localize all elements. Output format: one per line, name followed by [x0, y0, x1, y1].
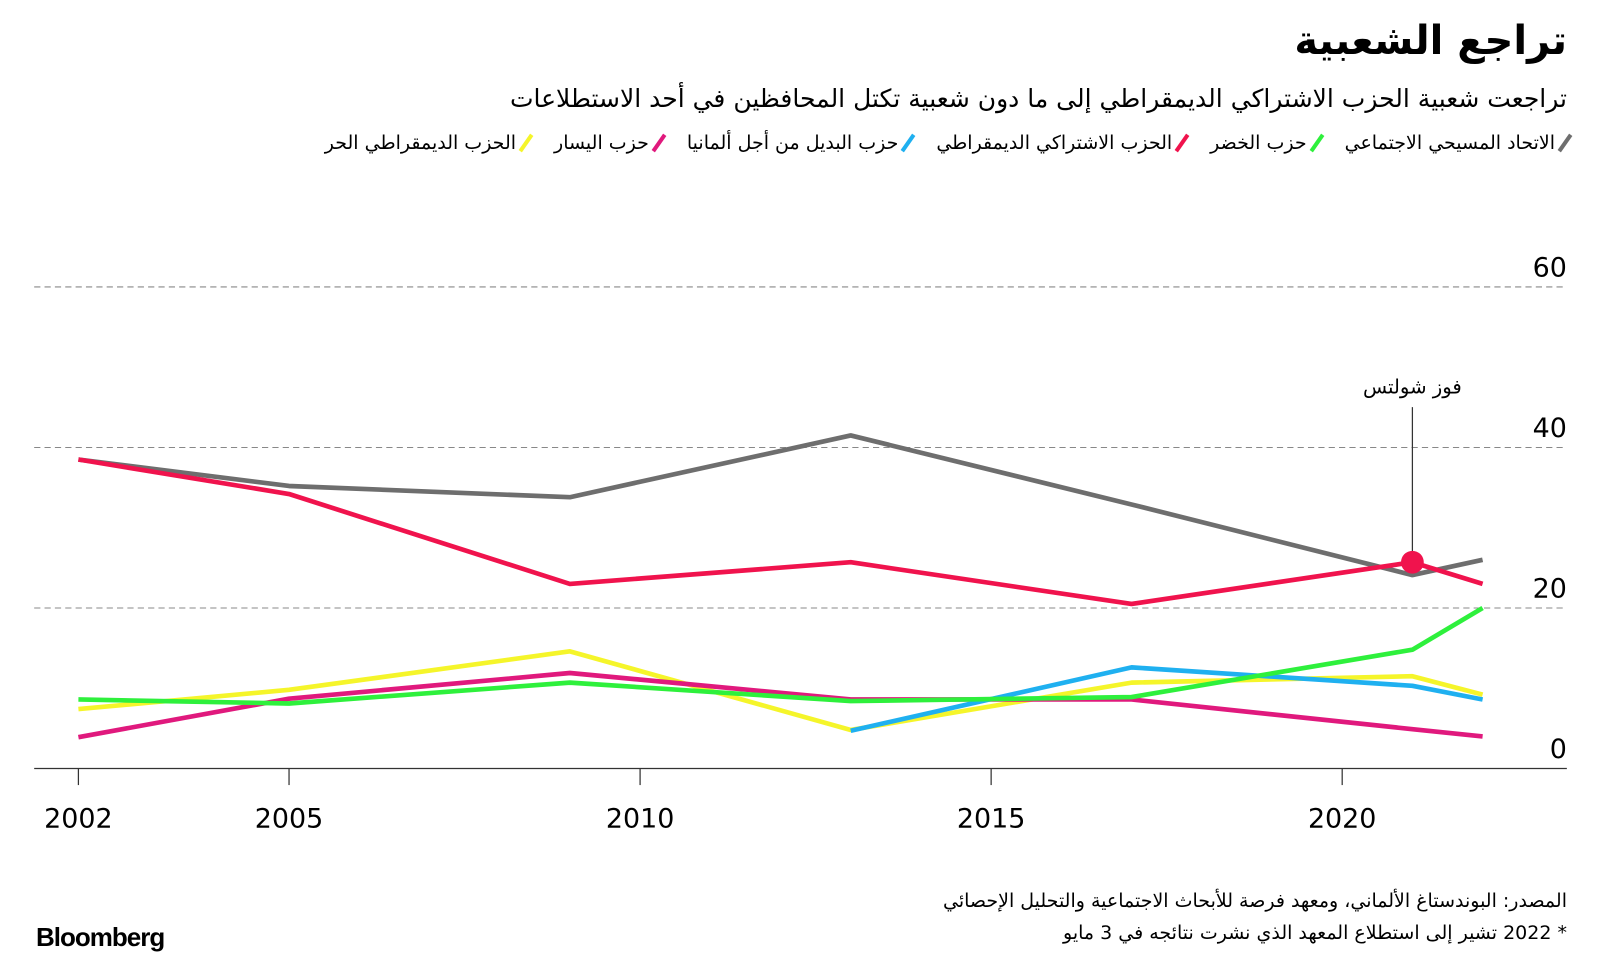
legend: الاتحاد المسيحي الاجتماعي حزب الخضر الحزب …: [324, 132, 1573, 154]
legend-item: الحزب الديمقراطي الحر: [324, 132, 534, 154]
legend-item: حزب البديل من أجل ألمانيا: [686, 132, 916, 154]
legend-label: حزب اليسار: [554, 132, 649, 154]
legend-label: الاتحاد المسيحي الاجتماعي: [1344, 132, 1555, 154]
x-tick-label: 2020: [1308, 804, 1376, 835]
legend-label: حزب الخضر: [1210, 132, 1307, 154]
legend-label: الحزب الديمقراطي الحر: [324, 132, 517, 154]
y-tick-label: 0: [1550, 734, 1567, 765]
series-line: [78, 433, 1484, 578]
legend-item: الاتحاد المسيحي الاجتماعي: [1344, 132, 1573, 154]
source-note: المصدر: البوندستاغ الألماني، ومعهد فرصة …: [942, 890, 1567, 912]
footnote: * 2022 تشير إلى استطلاع المعهد الذي نشرت…: [1063, 922, 1567, 944]
highlight-dot: [1401, 550, 1424, 574]
y-tick-label: 60: [1533, 253, 1567, 284]
x-tick-label: 2015: [957, 804, 1025, 835]
series-line: [78, 605, 1484, 706]
x-tick-label: 2002: [44, 804, 112, 835]
brand-logo: Bloomberg: [36, 922, 165, 952]
legend-label: حزب البديل من أجل ألمانيا: [686, 132, 899, 154]
x-tick-label: 2010: [606, 804, 674, 835]
y-tick-label: 20: [1533, 574, 1567, 605]
series-line: [78, 457, 1484, 607]
y-tick-label: 40: [1533, 413, 1567, 444]
legend-item: الحزب الاشتراكي الديمقراطي: [936, 132, 1190, 154]
annotation-label: فوز شولتس: [1363, 376, 1462, 399]
chart-subtitle: تراجعت شعبية الحزب الاشتراكي الديمقراطي …: [509, 84, 1567, 113]
chart-title: تراجع الشعبية: [1294, 18, 1567, 64]
legend-item: حزب اليسار: [554, 132, 667, 154]
x-tick-label: 2005: [255, 804, 323, 835]
legend-item: حزب الخضر: [1210, 132, 1324, 154]
legend-label: الحزب الاشتراكي الديمقراطي: [936, 132, 1173, 154]
